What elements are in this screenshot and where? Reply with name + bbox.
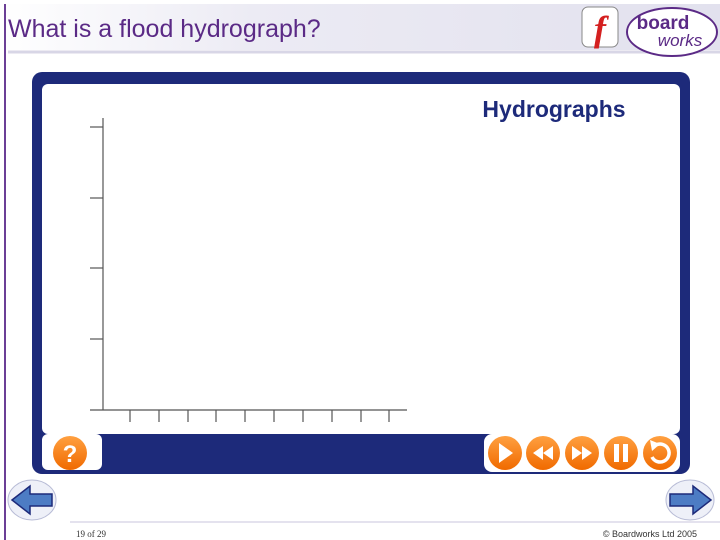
- logo-works: works: [658, 31, 703, 50]
- copyright: © Boardworks Ltd 2005: [603, 529, 697, 539]
- panel-title: Hydrographs: [482, 96, 625, 122]
- forward-icon: [572, 446, 592, 460]
- pause-circle: [604, 436, 638, 470]
- slide-title: What is a flood hydrograph?: [8, 15, 321, 43]
- next-slide[interactable]: [665, 479, 715, 521]
- boardworks-logo: board works: [626, 7, 718, 57]
- restart-arc: [650, 442, 671, 464]
- flash-logo: f: [581, 6, 619, 49]
- pause-button[interactable]: [604, 436, 638, 470]
- restart-circle: [643, 436, 677, 470]
- restart-head: [650, 440, 660, 451]
- slide-number: 19 of 29: [76, 529, 106, 539]
- axes: [90, 118, 407, 422]
- panel-canvas: [42, 84, 680, 434]
- restart-button[interactable]: [643, 436, 677, 470]
- forward-button[interactable]: [565, 436, 599, 470]
- logo-ellipse: [626, 7, 718, 57]
- pause-bar: [614, 444, 619, 462]
- help-button[interactable]: ?: [53, 436, 87, 470]
- logo-board: board: [637, 13, 690, 34]
- help-button-label: ?: [63, 441, 78, 468]
- prev-arrow: [10, 484, 53, 516]
- next-arrow: [669, 484, 713, 516]
- rewind-icon: [533, 446, 553, 460]
- previous-slide[interactable]: [7, 479, 57, 521]
- play-icon: [499, 443, 513, 463]
- flash-logo-box: [581, 6, 619, 48]
- play-button[interactable]: [488, 436, 522, 470]
- rewind-button[interactable]: [526, 436, 560, 470]
- pause-bar: [623, 444, 628, 462]
- flash-logo-text: f: [594, 9, 609, 49]
- help-button-circle: [53, 436, 87, 470]
